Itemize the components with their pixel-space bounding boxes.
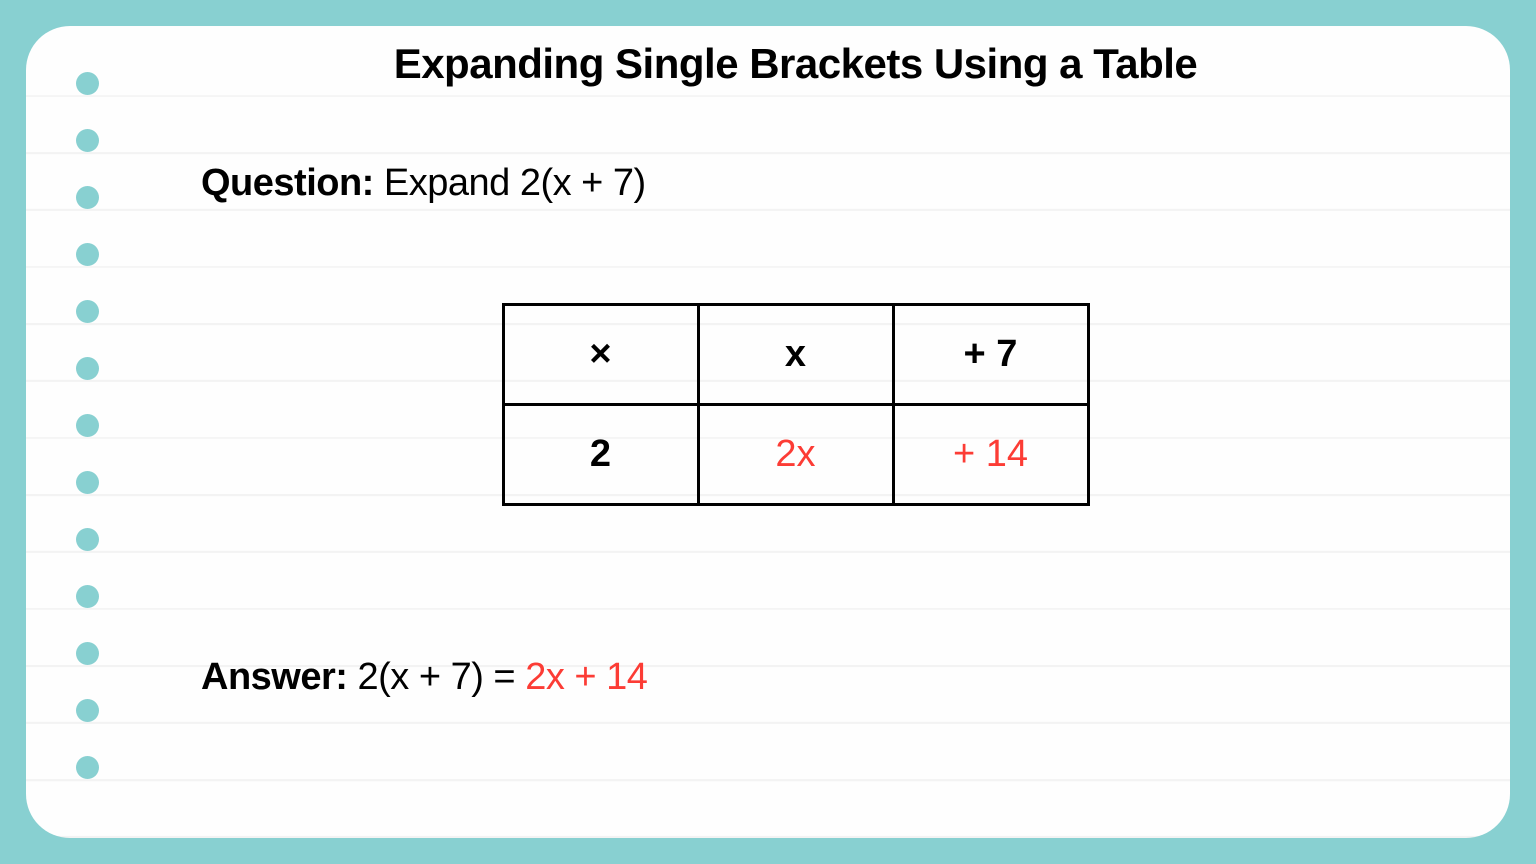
answer-expression: 2(x + 7) = [357, 656, 525, 698]
page-title: Expanding Single Brackets Using a Table [141, 40, 1450, 88]
data-cell-product2: + 14 [893, 405, 1088, 505]
binder-hole [76, 528, 99, 551]
expansion-table: × x + 7 2 2x + 14 [502, 303, 1090, 506]
answer-line: Answer: 2(x + 7) = 2x + 14 [201, 656, 1450, 699]
content-area: Expanding Single Brackets Using a Table … [201, 40, 1450, 818]
question-line: Question: Expand 2(x + 7) [201, 162, 1450, 205]
binder-hole [76, 414, 99, 437]
header-cell-term1: x [698, 305, 893, 405]
binder-hole [76, 300, 99, 323]
binder-hole [76, 585, 99, 608]
data-cell-factor: 2 [503, 405, 698, 505]
data-cell-product1: 2x [698, 405, 893, 505]
notebook-paper: Expanding Single Brackets Using a Table … [26, 26, 1510, 838]
binder-hole [76, 129, 99, 152]
header-cell-op: × [503, 305, 698, 405]
binder-hole [76, 357, 99, 380]
binder-hole [76, 471, 99, 494]
table-header-row: × x + 7 [503, 305, 1088, 405]
binder-hole [76, 72, 99, 95]
binder-hole [76, 642, 99, 665]
header-cell-term2: + 7 [893, 305, 1088, 405]
answer-label: Answer: [201, 656, 347, 698]
binder-hole [76, 699, 99, 722]
table-data-row: 2 2x + 14 [503, 405, 1088, 505]
binder-hole [76, 186, 99, 209]
expansion-table-wrap: × x + 7 2 2x + 14 [141, 303, 1450, 506]
binder-hole [76, 243, 99, 266]
answer-result: 2x + 14 [525, 656, 647, 698]
question-text: Expand 2(x + 7) [384, 162, 646, 204]
question-label: Question: [201, 162, 374, 204]
binder-hole [76, 756, 99, 779]
binder-holes [76, 72, 99, 779]
